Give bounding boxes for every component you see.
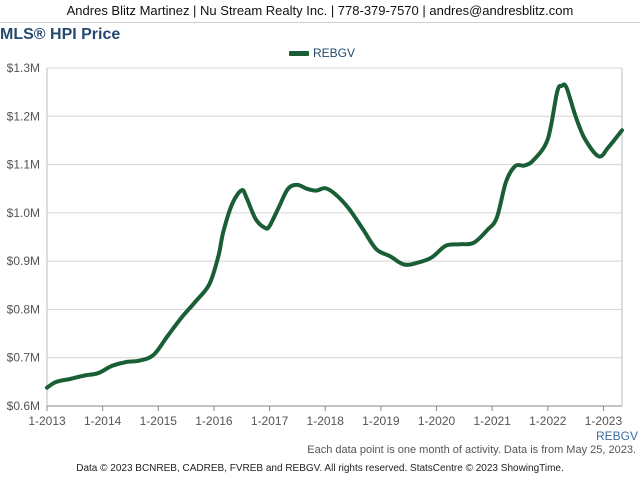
legend-label: REBGV xyxy=(313,46,356,60)
y-tick-label: $0.8M xyxy=(7,302,40,316)
x-tick-label: 1-2014 xyxy=(84,414,122,428)
y-tick-label: $1.2M xyxy=(7,109,40,123)
legend-swatch xyxy=(289,50,309,56)
series-line-rebgv xyxy=(45,82,624,390)
legend[interactable]: REBGV xyxy=(289,45,355,61)
x-tick-label: 1-2019 xyxy=(362,414,400,428)
series-tag: REBGV xyxy=(595,429,638,443)
x-tick-label: 1-2013 xyxy=(28,414,66,428)
y-tick-label: $1.1M xyxy=(7,158,40,172)
x-tick-label: 1-2021 xyxy=(473,414,511,428)
chart-title: MLS® HPI Price xyxy=(0,26,121,43)
x-tick-label: 1-2018 xyxy=(307,414,345,428)
y-tick-label: $1.3M xyxy=(7,61,40,75)
x-tick-label: 1-2020 xyxy=(418,414,456,428)
axis-layer: $0.6M $0.7M $0.8M $0.9M $1.0M $1.1M $1.2M $1.3M… xyxy=(7,61,623,428)
copyright-note: Data © 2023 BCNREB, CADREB, FVREB and RE… xyxy=(76,463,564,474)
y-tick-label: $0.7M xyxy=(7,351,40,365)
y-tick-label: $0.6M xyxy=(7,399,40,413)
contact-header: Andres Blitz Martinez | Nu Stream Realty… xyxy=(0,0,640,23)
x-tick-label: 1-2017 xyxy=(251,414,289,428)
data-footnote: Each data point is one month of activity… xyxy=(307,444,636,456)
grid-layer xyxy=(47,67,622,407)
x-tick-label: 1-2015 xyxy=(140,414,178,428)
y-tick-label: $1.0M xyxy=(7,206,40,220)
y-tick-label: $0.9M xyxy=(7,254,40,268)
x-tick-label: 1-2022 xyxy=(529,414,567,428)
x-tick-label: 1-2016 xyxy=(195,414,233,428)
x-tick-label: 1-2023 xyxy=(585,414,623,428)
series-layer xyxy=(45,82,624,390)
